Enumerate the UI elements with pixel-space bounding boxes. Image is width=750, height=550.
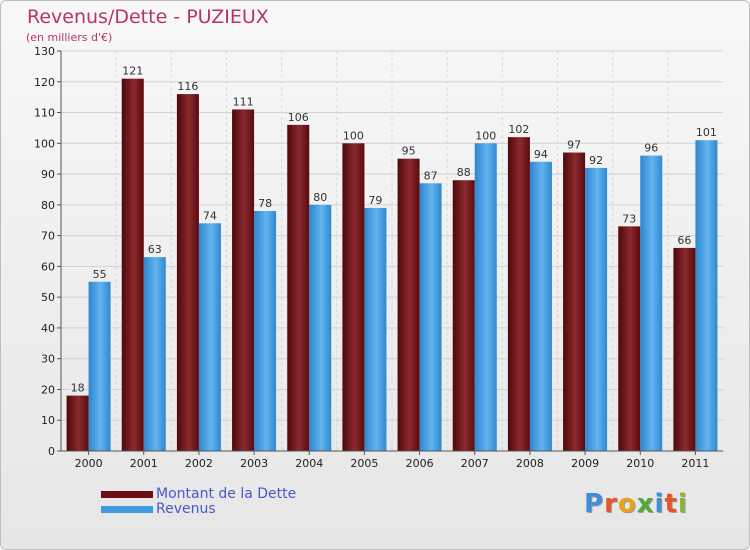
data-label: 102 — [508, 123, 529, 136]
data-label: 97 — [567, 139, 581, 152]
x-tick-label: 2010 — [626, 457, 654, 470]
bar-dette — [673, 247, 696, 451]
chart-subtitle: (en milliers d'€) — [26, 31, 113, 44]
logo-letter: x — [636, 489, 655, 519]
data-label: 121 — [122, 65, 143, 78]
x-tick-label: 2006 — [406, 457, 434, 470]
y-tick-label: 20 — [41, 383, 55, 396]
data-label: 73 — [622, 212, 636, 225]
x-tick-label: 2001 — [130, 457, 158, 470]
bar-revenus — [198, 223, 221, 451]
labels-layer: 18 55 121 63 116 74 111 78 106 80 100 79 95 87 88 100 10… — [71, 65, 717, 395]
data-label: 88 — [457, 166, 471, 179]
x-tick-label: 2002 — [185, 457, 213, 470]
y-tick-label: 100 — [34, 137, 55, 150]
bar-revenus — [88, 281, 111, 451]
x-tick-label: 2009 — [571, 457, 599, 470]
data-label: 94 — [534, 148, 548, 161]
y-tick-label: 80 — [41, 199, 55, 212]
x-tick-label: 2003 — [240, 457, 268, 470]
data-label: 96 — [644, 142, 658, 155]
bar-dette — [176, 94, 199, 452]
y-tick-label: 90 — [41, 168, 55, 181]
grid-layer — [61, 50, 723, 452]
bar-dette — [232, 109, 255, 451]
bar-dette — [452, 180, 475, 451]
data-label: 74 — [203, 209, 217, 222]
bar-dette — [342, 143, 365, 452]
data-label: 87 — [424, 169, 438, 182]
data-label: 78 — [258, 197, 272, 210]
x-tick-label: 2011 — [681, 457, 709, 470]
bar-revenus — [309, 204, 332, 451]
logo-letter: i — [677, 489, 688, 519]
bar-revenus — [254, 211, 277, 451]
x-tick-label: 2007 — [461, 457, 489, 470]
data-label: 116 — [177, 80, 198, 93]
y-tick-label: 110 — [34, 107, 55, 120]
bar-revenus — [695, 140, 718, 451]
y-tick-label: 0 — [48, 445, 55, 458]
bar-revenus — [143, 257, 166, 451]
bar-dette — [121, 78, 144, 451]
y-tick-label: 10 — [41, 414, 55, 427]
legend-swatch-revenus — [101, 506, 153, 513]
logo-letter: t — [664, 489, 678, 519]
bar-dette — [618, 226, 641, 451]
bar-revenus — [419, 183, 442, 452]
bar-dette — [287, 124, 310, 451]
data-label: 18 — [71, 382, 85, 395]
legend-swatch-dette — [101, 491, 153, 498]
data-label: 80 — [313, 191, 327, 204]
bar-dette — [66, 395, 89, 451]
data-label: 101 — [696, 126, 717, 139]
x-tick-label: 2008 — [516, 457, 544, 470]
bars-layer — [66, 78, 718, 452]
y-tick-label: 60 — [41, 260, 55, 273]
data-label: 100 — [475, 129, 496, 142]
data-label: 106 — [288, 111, 309, 124]
y-tick-label: 130 — [34, 45, 55, 58]
x-tick-label: 2004 — [295, 457, 323, 470]
proxiti-logo: Proxiti — [584, 489, 688, 519]
data-label: 92 — [589, 154, 603, 167]
chart-title: Revenus/Dette - PUZIEUX — [27, 6, 269, 28]
bar-revenus — [364, 207, 387, 451]
logo-letter: o — [617, 489, 637, 519]
data-label: 66 — [677, 234, 691, 247]
y-tick-label: 50 — [41, 291, 55, 304]
data-label: 55 — [93, 268, 107, 281]
logo-letter: P — [584, 489, 605, 519]
x-tick-label: 2000 — [75, 457, 103, 470]
axis-layer: 0 10 20 30 40 50 60 70 80 90 100 110 120 130 2000 2001 2… — [34, 45, 723, 470]
bar-revenus — [640, 155, 663, 451]
data-label: 111 — [233, 95, 254, 108]
data-label: 63 — [148, 243, 162, 256]
bar-revenus — [529, 161, 552, 451]
y-tick-label: 120 — [34, 76, 55, 89]
bar-revenus — [585, 167, 608, 451]
y-tick-label: 70 — [41, 230, 55, 243]
bar-dette — [563, 152, 586, 452]
data-label: 100 — [343, 129, 364, 142]
legend-label-dette: Montant de la Dette — [156, 486, 297, 502]
y-tick-label: 30 — [41, 353, 55, 366]
data-label: 79 — [368, 194, 382, 207]
bar-dette — [397, 158, 420, 451]
x-tick-label: 2005 — [350, 457, 378, 470]
legend-label-revenus: Revenus — [156, 501, 216, 517]
logo-letter: i — [654, 489, 665, 519]
bar-dette — [507, 137, 530, 451]
y-tick-label: 40 — [41, 322, 55, 335]
data-label: 95 — [402, 145, 416, 158]
logo-letter: r — [604, 489, 618, 519]
bar-revenus — [474, 143, 497, 452]
